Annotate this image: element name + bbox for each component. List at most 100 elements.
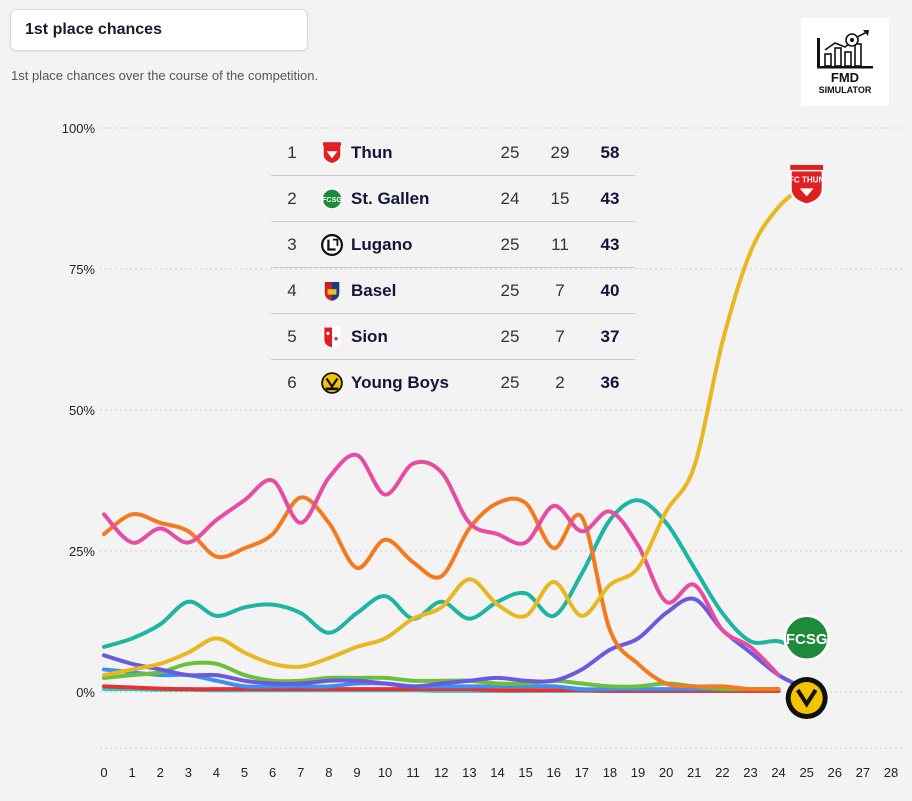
logo-line2: SIMULATOR	[819, 85, 872, 95]
standings-row: 6 Young Boys 25 2 36	[271, 360, 635, 406]
thun-crest-icon: FC THUN	[789, 163, 824, 206]
y-tick-label: 100%	[62, 121, 96, 136]
crest-cell	[313, 130, 351, 176]
series-line	[102, 452, 781, 678]
team-name-cell: Sion	[351, 313, 485, 360]
team-name-cell: St. Gallen	[351, 175, 485, 222]
fmd-simulator-logo: FMD SIMULATOR	[801, 18, 889, 106]
x-tick-label: 11	[406, 765, 420, 780]
x-tick-label: 6	[269, 765, 276, 780]
crest-cell	[313, 221, 351, 268]
x-tick-label: 9	[353, 765, 360, 780]
points-cell: 43	[585, 175, 635, 222]
x-tick-label: 5	[241, 765, 248, 780]
young-boys-crest-icon	[785, 677, 828, 719]
series-line	[102, 498, 809, 655]
thun-crest-icon	[322, 141, 342, 164]
x-tick-label: 19	[631, 765, 645, 780]
x-tick-label: 21	[687, 765, 701, 780]
x-tick-label: 17	[575, 765, 589, 780]
stat-b-cell: 7	[535, 267, 585, 314]
series-line	[102, 182, 809, 678]
x-tick-label: 2	[157, 765, 164, 780]
x-tick-label: 4	[213, 765, 220, 780]
points-cell: 36	[600, 372, 620, 392]
x-tick-label: 26	[828, 765, 842, 780]
rank-cell: 4	[271, 267, 313, 314]
x-tick-label: 27	[856, 765, 870, 780]
stat-a-cell: 24	[485, 175, 535, 222]
st-gallen-crest-icon: FCSG	[783, 614, 830, 662]
y-tick-label: 25%	[69, 544, 95, 559]
standings-row: 5 Sion 25 7 37	[271, 313, 635, 360]
chart-selector-dropdown[interactable]: 1st place chances	[10, 9, 308, 51]
logo-line1: FMD	[831, 70, 859, 85]
crest-cell: FCSG	[313, 175, 351, 222]
team-name-cell: Lugano	[351, 221, 485, 268]
x-tick-label: 10	[378, 765, 392, 780]
stat-a-cell: 25	[485, 267, 535, 314]
st-gallen-crest-icon: FCSG	[321, 187, 343, 210]
rank-cell: 6	[287, 372, 297, 392]
stat-b-cell: 29	[535, 130, 585, 176]
svg-text:FCSG: FCSG	[322, 195, 342, 204]
team-name-cell: Young Boys	[351, 372, 449, 392]
x-tick-label: 28	[884, 765, 898, 780]
y-tick-label: 0%	[76, 685, 95, 700]
rank-cell: 3	[271, 221, 313, 268]
crest-cell	[313, 313, 351, 360]
chart-subtitle: 1st place chances over the course of the…	[11, 68, 319, 83]
y-tick-label: 50%	[69, 403, 95, 418]
young-boys-crest-icon	[321, 371, 343, 394]
points-cell: 43	[585, 221, 635, 268]
standings-row: 2 FCSG St. Gallen 24 15 43	[271, 175, 635, 222]
stat-b-cell: 15	[535, 175, 585, 222]
x-tick-label: 13	[462, 765, 476, 780]
stat-b-cell: 2	[555, 372, 565, 392]
standings-row: 4 Basel 25 7 40	[271, 267, 635, 314]
x-tick-label: 7	[297, 765, 304, 780]
stat-b-cell: 11	[535, 221, 585, 268]
stat-a-cell: 25	[500, 372, 520, 392]
x-tick-label: 22	[715, 765, 729, 780]
rank-cell: 5	[271, 313, 313, 360]
x-tick-label: 25	[799, 765, 813, 780]
stat-a-cell: 25	[485, 221, 535, 268]
thun-marker-label: FC THUN	[789, 175, 824, 184]
standings-table: 1 Thun 25 29 58 2 FCSG St. Gallen 24 15 43 3 Lugano 2…	[271, 130, 635, 405]
x-tick-label: 12	[434, 765, 448, 780]
x-tick-label: 24	[771, 765, 785, 780]
st-gallen-marker-label: FCSG	[786, 631, 828, 648]
x-tick-label: 16	[546, 765, 560, 780]
series-line	[102, 667, 781, 692]
stat-a-cell: 25	[485, 130, 535, 176]
x-tick-label: 8	[325, 765, 332, 780]
standings-row: 1 Thun 25 29 58	[271, 130, 635, 176]
lugano-crest-icon	[321, 233, 343, 256]
x-tick-label: 14	[490, 765, 504, 780]
series-line	[102, 596, 809, 692]
team-name-cell: Thun	[351, 130, 485, 176]
crest-cell	[313, 267, 351, 314]
x-tick-label: 18	[603, 765, 617, 780]
standings-row: 3 Lugano 25 11 43	[271, 221, 635, 268]
chart-selector-label: 1st place chances	[25, 21, 162, 38]
basel-crest-icon	[324, 281, 340, 301]
x-tick-label: 20	[659, 765, 673, 780]
x-tick-label: 1	[128, 765, 135, 780]
x-tick-label: 3	[185, 765, 192, 780]
x-tick-label: 0	[100, 765, 107, 780]
chart-logo-icon: FMD SIMULATOR	[817, 30, 873, 95]
crest-cell	[313, 360, 351, 406]
points-cell: 58	[585, 130, 635, 176]
rank-cell: 2	[271, 175, 313, 222]
sion-crest-icon	[323, 326, 341, 348]
points-cell: 40	[585, 267, 635, 314]
stat-b-cell: 7	[535, 313, 585, 360]
rank-cell: 1	[271, 130, 313, 176]
x-tick-label: 23	[743, 765, 757, 780]
points-cell: 37	[585, 313, 635, 360]
stat-a-cell: 25	[485, 313, 535, 360]
y-tick-label: 75%	[69, 262, 95, 277]
